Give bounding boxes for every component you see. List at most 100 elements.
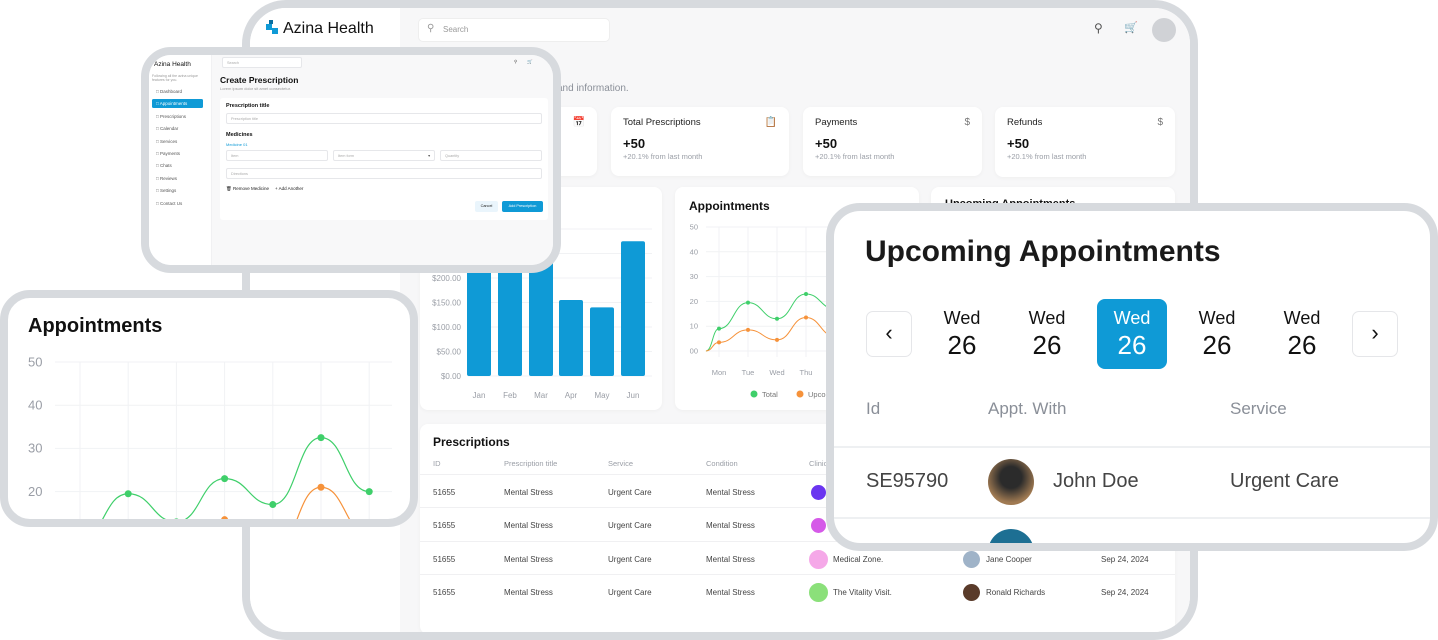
cell-service: Urgent Care bbox=[608, 587, 652, 597]
series-line-total bbox=[102, 436, 370, 519]
column-header: ID bbox=[433, 459, 441, 468]
search-placeholder: Search bbox=[443, 25, 469, 34]
mini-search-placeholder: Search bbox=[227, 61, 240, 65]
day-option[interactable]: Wed 26 bbox=[1012, 299, 1082, 369]
clinic-logo-icon bbox=[809, 582, 828, 602]
item-input[interactable]: Item bbox=[226, 150, 328, 161]
add-another-button[interactable]: + Add Another bbox=[275, 186, 303, 191]
nav-icon: □ bbox=[156, 200, 160, 206]
prescription-title-input[interactable]: Prescription title bbox=[226, 113, 542, 124]
day-number: 26 bbox=[1287, 330, 1317, 360]
cell-service: Urgent Care bbox=[608, 554, 652, 564]
cancel-button[interactable]: Cancel bbox=[475, 201, 498, 212]
day-option[interactable]: Wed 26 bbox=[1182, 299, 1252, 369]
col-appt-with: Appt. With bbox=[988, 399, 1067, 418]
y-tick-label: 30 bbox=[690, 272, 698, 281]
y-tick-label: $50.00 bbox=[437, 348, 462, 357]
data-point-upcoming bbox=[804, 315, 808, 320]
cell-condition: Mental Stress bbox=[706, 521, 755, 531]
quantity-input[interactable]: Quantity bbox=[440, 150, 542, 161]
table-row[interactable]: 51655 Mental Stress Urgent Care Mental Stre… bbox=[420, 543, 1175, 576]
nav-item-services[interactable]: □ Services bbox=[152, 137, 203, 146]
table-row[interactable]: 51655 Mental Stress Urgent Care Mental Stre… bbox=[420, 476, 1175, 509]
nav-item-calendar[interactable]: □ Calendar bbox=[152, 124, 203, 133]
x-tick-label: Jan bbox=[473, 391, 486, 400]
cell-title: Mental Stress bbox=[504, 488, 553, 497]
divider bbox=[420, 540, 1175, 542]
cell-date: Sep 24, 2024 bbox=[1101, 554, 1149, 564]
nav-item-reviews[interactable]: □ Reviews bbox=[152, 174, 203, 183]
day-of-week: Wed bbox=[1113, 308, 1151, 328]
stat-title: Refunds bbox=[1007, 117, 1043, 128]
cell-title: Mental Stress bbox=[504, 587, 553, 597]
nav-item-prescriptions[interactable]: □ Prescriptions bbox=[152, 112, 203, 121]
day-of-week: Wed bbox=[1028, 308, 1066, 328]
day-of-week: Wed bbox=[1283, 308, 1321, 328]
prev-day-button[interactable]: ‹ bbox=[866, 311, 912, 357]
logo[interactable]: Azina Health bbox=[264, 20, 374, 38]
add-prescription-button[interactable]: Add Prescription bbox=[502, 201, 543, 212]
prescription-icon: 📋 bbox=[764, 117, 777, 128]
x-tick-label: Thu bbox=[800, 368, 813, 377]
nav-label: Calendar bbox=[159, 126, 179, 132]
avatar[interactable] bbox=[1152, 18, 1176, 42]
bar-jan bbox=[467, 253, 491, 376]
col-service: Service bbox=[1230, 399, 1287, 418]
cell-id: 51655 bbox=[433, 521, 456, 531]
table-row[interactable]: 51655 Mental Stress Urgent Care Mental Stre… bbox=[420, 576, 1175, 609]
nav-item-chats[interactable]: □ Chats bbox=[152, 161, 203, 170]
table-row[interactable]: 51655 Mental Stress Urgent Care Mental Stre… bbox=[420, 509, 1175, 542]
nav-item-appointments[interactable]: □ Appointments bbox=[152, 99, 203, 109]
nav-icon: □ bbox=[156, 89, 160, 94]
cell-condition: Mental Stress bbox=[706, 554, 755, 564]
nav-item-payments[interactable]: □ Payments bbox=[152, 149, 203, 158]
day-option[interactable]: Wed 26 bbox=[927, 299, 997, 369]
next-day-button[interactable]: › bbox=[1352, 311, 1398, 357]
search-icon[interactable]: ⚲ bbox=[1094, 21, 1103, 35]
chevron-right-icon: › bbox=[1371, 320, 1379, 345]
x-tick-label: Wed bbox=[769, 368, 784, 377]
bar-chart: $0.00 $50.00 $100.00 $150.00 $200.00 Jan Feb Ma… bbox=[432, 228, 652, 400]
cell-id: 51655 bbox=[433, 488, 456, 497]
dollar-icon: $ bbox=[964, 117, 970, 128]
prescription-form: Prescription title Prescription title Me… bbox=[220, 98, 548, 220]
nav-label: Payments bbox=[159, 151, 180, 156]
bar-apr bbox=[559, 300, 583, 376]
cell-doctor: Jane Cooper bbox=[986, 554, 1032, 564]
directions-input[interactable]: Directions bbox=[226, 168, 542, 179]
prescription-title-label: Prescription title bbox=[226, 103, 270, 109]
dollar-icon: $ bbox=[1157, 117, 1163, 128]
logo-cross-icon bbox=[266, 20, 278, 34]
divider bbox=[834, 517, 1430, 519]
x-tick-label: Feb bbox=[503, 391, 517, 400]
mini-search-input[interactable]: Search bbox=[222, 57, 302, 68]
search-icon[interactable]: ⚲ bbox=[514, 59, 518, 64]
y-tick-label: 30 bbox=[28, 441, 42, 456]
create-prescription-window: Azina Health Following all the azina uni… bbox=[141, 47, 561, 273]
nav-item-dashboard[interactable]: □ Dashboard bbox=[152, 87, 203, 96]
stat-change: +20.1% from last month bbox=[1007, 152, 1087, 161]
y-tick-label: 50 bbox=[690, 223, 698, 232]
remove-medicine-button[interactable]: 🗑 Remove Medicine bbox=[226, 186, 269, 192]
label: Remove Medicine bbox=[232, 186, 269, 191]
cell-id: 51655 bbox=[433, 587, 456, 597]
day-option[interactable]: Wed 26 bbox=[1097, 299, 1167, 369]
nav-item-contact-us[interactable]: □ Contact Us bbox=[152, 199, 203, 208]
table-row[interactable]: SE95790 John Doe Urgent Care bbox=[834, 447, 1430, 517]
day-option[interactable]: Wed 26 bbox=[1267, 299, 1337, 369]
column-header: Prescription title bbox=[504, 459, 558, 468]
search-input[interactable]: ⚲ Search bbox=[418, 18, 610, 42]
data-point-total bbox=[717, 326, 721, 331]
appt-id: SE95790 bbox=[866, 470, 949, 492]
data-point-total bbox=[124, 490, 132, 498]
nav-item-settings[interactable]: □ Settings bbox=[152, 186, 203, 195]
item-form-select[interactable]: Item form ▾ bbox=[333, 150, 435, 161]
cart-icon[interactable]: 🛒 bbox=[527, 59, 533, 64]
divider bbox=[420, 573, 1175, 575]
doctor-avatar bbox=[963, 583, 980, 601]
medicines-label: Medicines bbox=[226, 132, 253, 138]
y-tick-label: 20 bbox=[28, 484, 42, 499]
cart-icon[interactable]: 🛒 bbox=[1124, 22, 1138, 34]
cell-id: 51655 bbox=[433, 554, 456, 564]
stat-title: Payments bbox=[815, 117, 858, 128]
